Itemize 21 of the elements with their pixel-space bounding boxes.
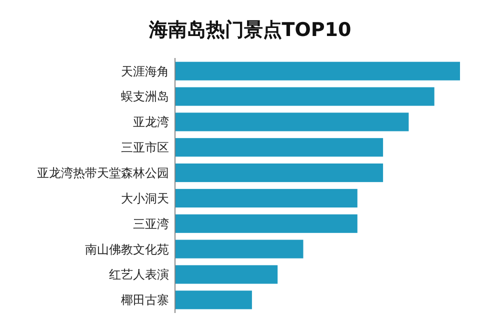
y-tick-label: 大小洞天: [121, 191, 169, 206]
y-tick-label: 天涯海角: [121, 64, 169, 78]
bar: [175, 138, 384, 157]
y-tick-label: 椰田古寨: [121, 293, 169, 308]
bar: [175, 290, 252, 310]
chart-title: 海南岛热门景点TOP10: [148, 19, 352, 41]
bar: [175, 87, 434, 106]
bar: [175, 214, 358, 233]
y-tick-label: 三亚市区: [121, 140, 169, 155]
bar: [175, 240, 304, 258]
bar: [175, 112, 409, 132]
bar: [175, 265, 278, 284]
y-tick-label: 亚龙湾: [133, 115, 169, 130]
y-tick-label: 蜈支洲岛: [121, 90, 169, 104]
bar: [175, 188, 358, 208]
bar: [175, 62, 460, 80]
y-tick-label: 红艺人表演: [109, 268, 169, 282]
y-tick-label: 南山佛教文化苑: [85, 242, 169, 256]
y-tick-label: 亚龙湾热带天堂森林公园: [37, 166, 169, 180]
y-tick-label: 三亚湾: [133, 216, 169, 231]
bar: [175, 164, 384, 182]
